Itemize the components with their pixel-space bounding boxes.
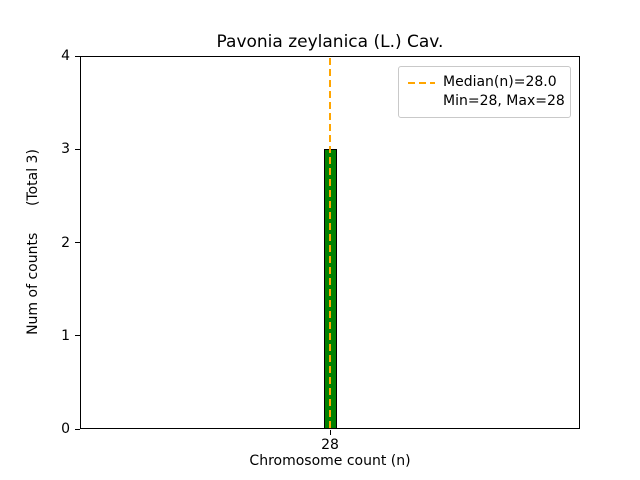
legend-entry-median: Median(n)=28.0 [408, 73, 561, 92]
legend-label-median: Median(n)=28.0 [443, 74, 557, 90]
x-axis-label: Chromosome count (n) [249, 453, 411, 469]
y-tick-mark [75, 148, 80, 150]
x-tick-mark [329, 430, 331, 435]
chart-title: Pavonia zeylanica (L.) Cav. [216, 32, 444, 52]
y-tick-mark [75, 242, 80, 243]
y-axis-label: Num of counts (Total 3) [25, 149, 41, 335]
legend-entry-minmax: Min=28, Max=28 [408, 92, 565, 111]
y-tick-label: 2 [61, 234, 70, 251]
y-tick-label: 4 [61, 48, 70, 64]
y-tick-label: 1 [61, 327, 70, 344]
legend-label-minmax: Min=28, Max=28 [443, 93, 565, 109]
x-tick-label: 28 [321, 437, 339, 453]
y-tick-mark [75, 428, 80, 430]
y-tick-label: 0 [61, 421, 70, 437]
y-tick-label: 3 [61, 141, 70, 158]
y-tick-mark [75, 55, 80, 57]
median-line [329, 58, 331, 428]
y-tick-mark [75, 335, 80, 337]
legend: Median(n)=28.0 Min=28, Max=28 [398, 66, 571, 118]
median-dashed-line-icon [408, 81, 435, 84]
